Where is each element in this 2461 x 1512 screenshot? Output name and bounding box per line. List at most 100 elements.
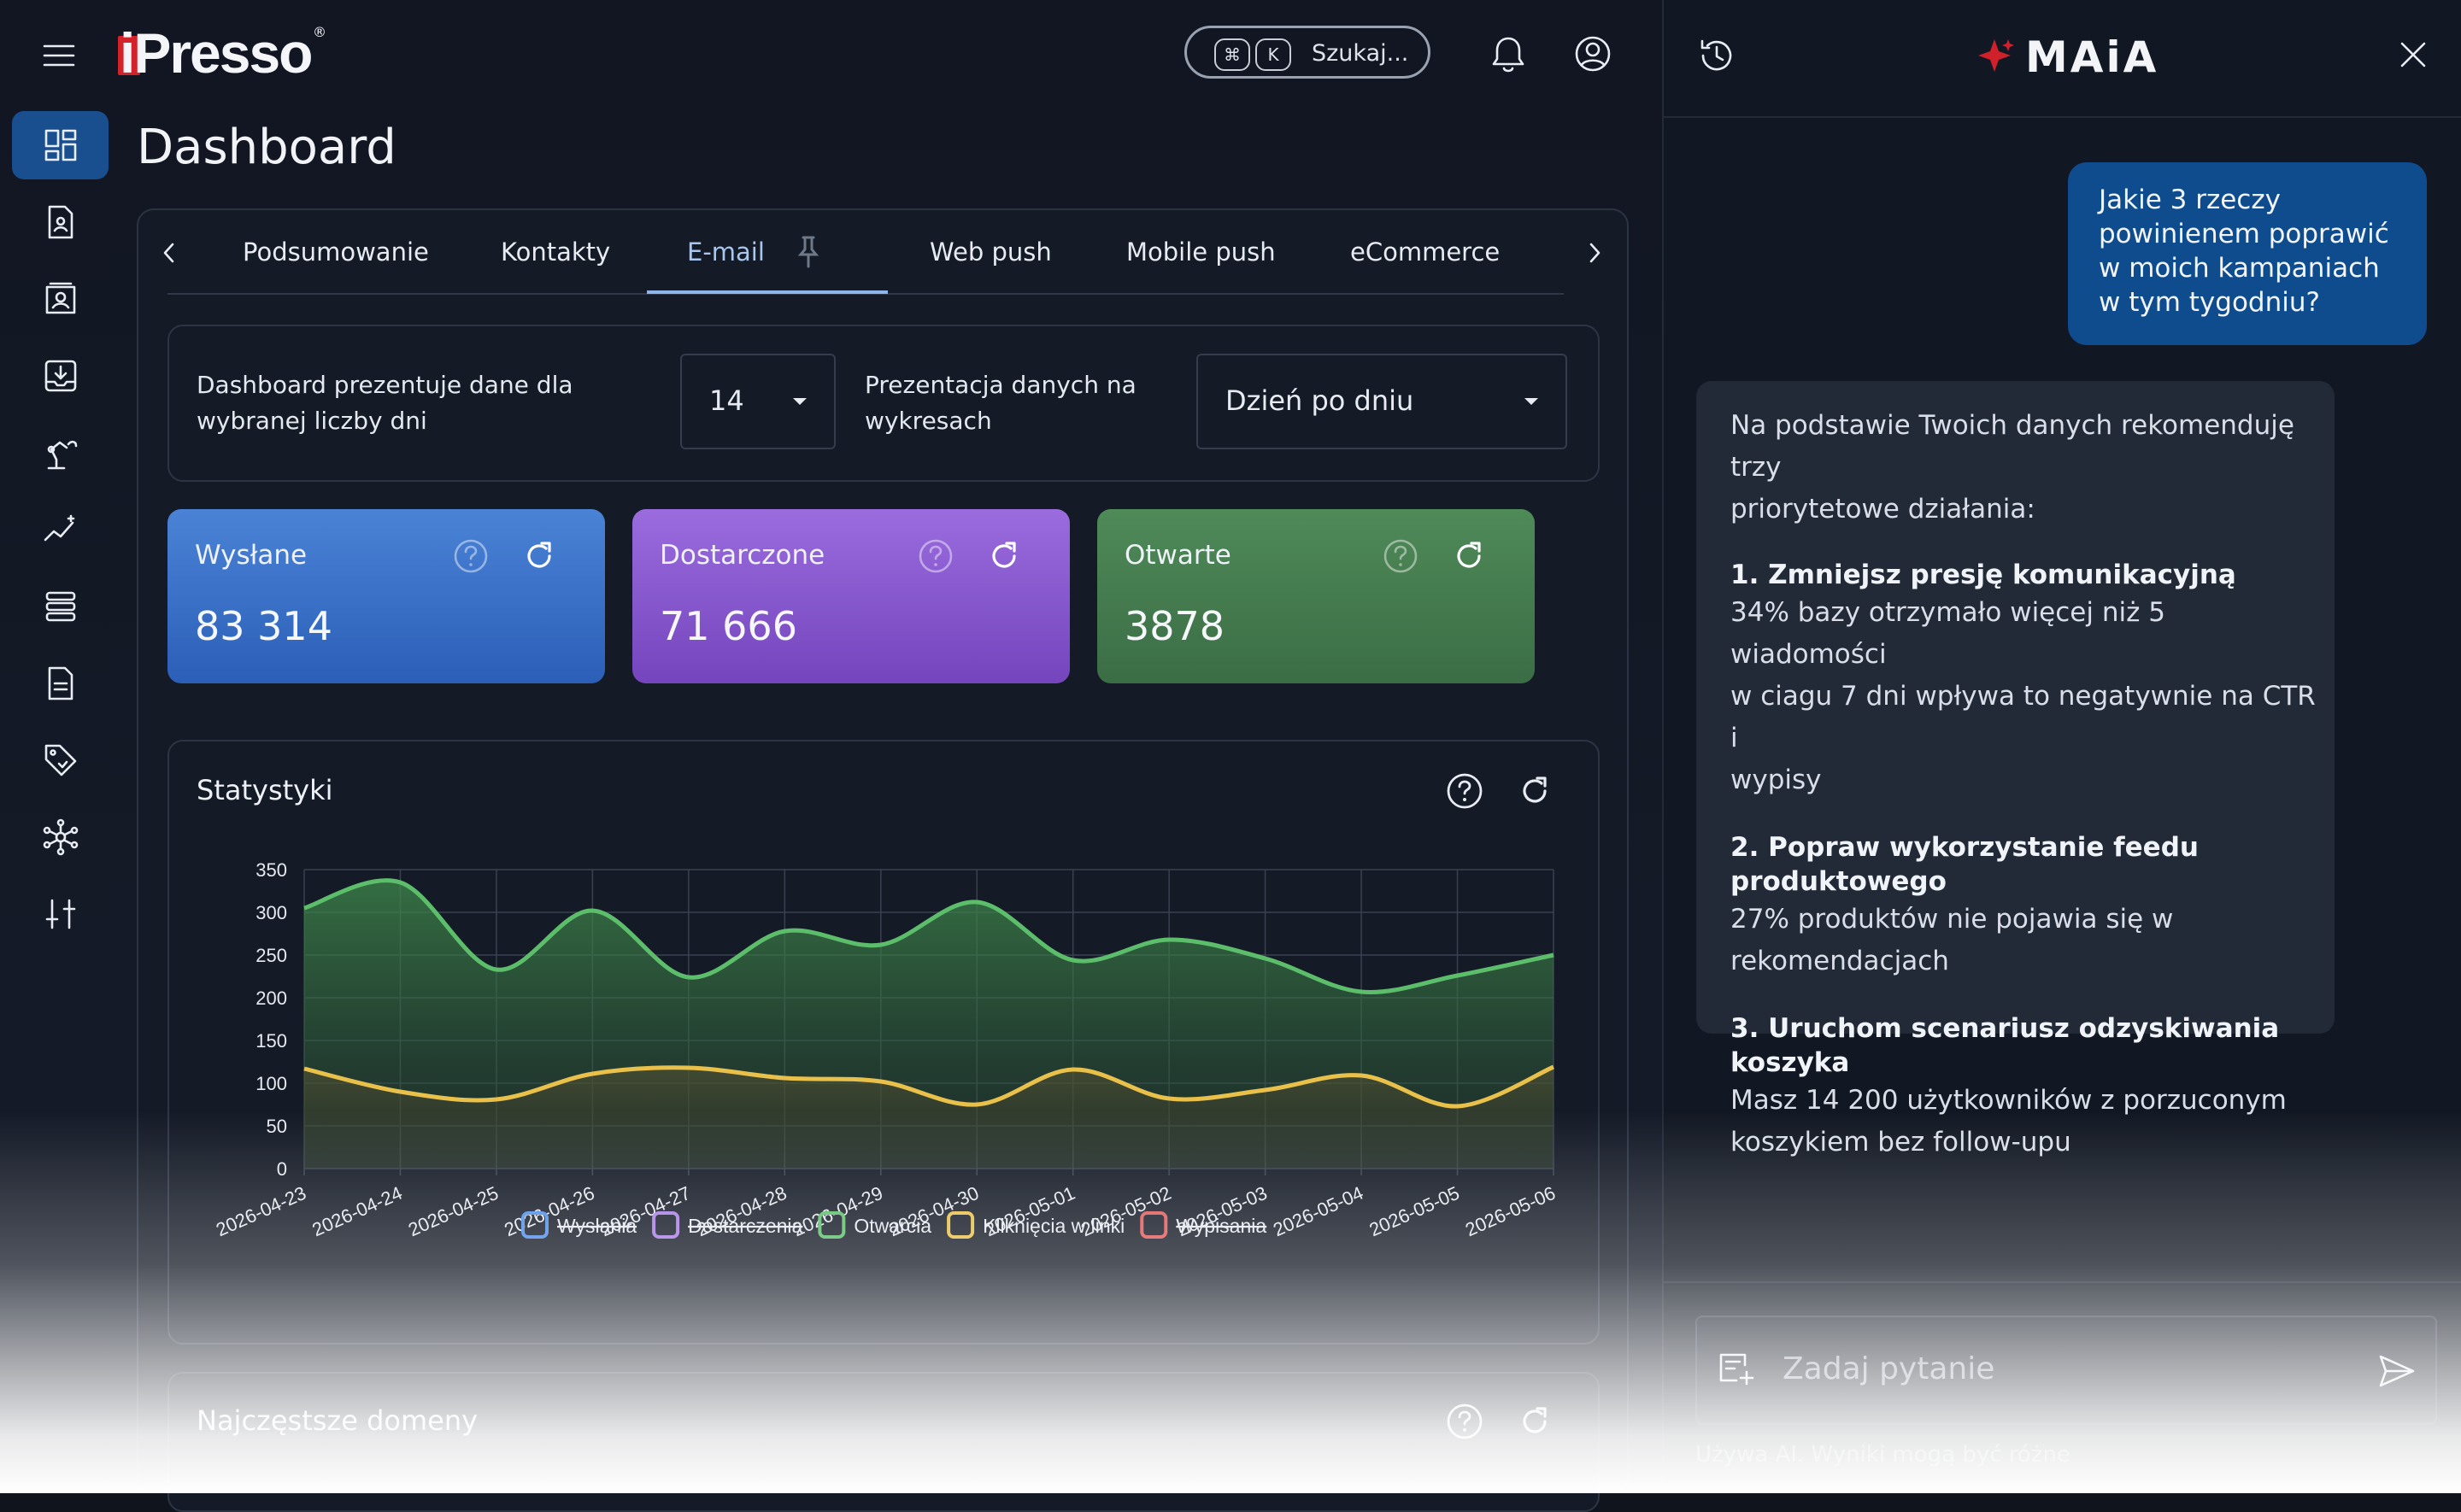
domains-card: Najczęstsze domeny [167,1372,1600,1512]
filters-box [167,325,1600,482]
sidebar-item-analytics[interactable] [12,495,109,564]
stats-title: Statystyki [197,774,333,806]
bell-icon[interactable] [1489,34,1527,75]
presentation-label-line1: Prezentacja danych na [865,371,1137,399]
user-message-line: powinienem poprawić [2099,219,2389,249]
help-icon[interactable] [453,538,489,574]
logo-mark [118,36,140,75]
refresh-icon[interactable] [1451,538,1487,574]
search-label: Szukaj... [1312,40,1409,67]
presentation-label-line2: wykresach [865,407,992,435]
legend-label: Otwarcia [854,1215,931,1237]
sidebar-item-reports[interactable] [12,649,109,718]
recommendation-title: 3. Uruchom scenariusz odzyskiwania koszy… [1730,1013,2280,1078]
sidebar-item-segments[interactable] [12,265,109,333]
recommendation-body: koszykiem bez follow-upu [1730,1127,2071,1157]
x-tick-label: 2026-05-04 [1270,1182,1366,1241]
sidebar-item-settings[interactable] [12,880,109,948]
legend-item[interactable]: Dostarczenia [652,1211,803,1239]
recommendation-body: rekomendacjach [1730,946,1949,976]
x-tick-label: 2026-05-06 [1462,1182,1559,1241]
kpi-value: 71 666 [660,603,797,649]
kpi-label: Dostarczone [660,540,825,571]
days-label-line2: wybranej liczby dni [197,407,427,435]
tag-heart-icon [44,744,76,777]
refresh-icon[interactable] [521,538,557,574]
y-tick-label: 300 [255,902,287,923]
kpi-value: 83 314 [195,603,332,649]
refresh-icon[interactable] [986,538,1022,574]
kbd-k-key: K [1255,38,1291,71]
tab-mobile-push[interactable]: Mobile push [1126,237,1276,267]
days-select[interactable]: 14 [680,354,836,449]
legend-item[interactable]: Kliknięcia w linki [947,1211,1125,1239]
legend-swatch [947,1211,975,1239]
series-line [303,878,1554,994]
close-icon[interactable] [2398,39,2429,70]
kpi-card-opened: Otwarte 3878 [1097,509,1535,683]
top-bar: iPresso ® ⌘ K Szukaj... [0,0,1662,111]
sidebar-item-loyalty[interactable] [12,726,109,794]
search-button[interactable]: ⌘ K Szukaj... [1184,26,1430,79]
document-icon [48,666,73,700]
series-line [303,1064,1554,1109]
y-tick-label: 250 [255,945,287,966]
user-account-icon[interactable] [1573,34,1612,73]
help-icon[interactable] [1383,538,1418,574]
sidebar-item-dashboard[interactable] [12,111,109,179]
days-label-line1: Dashboard prezentuje dane dla [197,371,573,399]
pin-icon[interactable] [796,234,820,270]
chat-input-placeholder: Zadaj pytanie [1783,1351,1995,1386]
prompt-library-icon[interactable] [1716,1350,1757,1389]
tabs-divider [167,293,1564,295]
legend-swatch [1140,1211,1168,1239]
help-icon[interactable] [918,538,954,574]
tabs-next-icon[interactable] [1584,239,1605,267]
menu-icon[interactable] [41,41,77,70]
history-icon[interactable] [1697,36,1736,75]
refresh-icon[interactable] [1516,772,1554,810]
sidebar [0,111,120,1493]
recommendation-body: w ciagu 7 dni wpływa to negatywnie na CT… [1730,681,2316,753]
database-icon [45,591,75,622]
recommendation-body: wypisy [1730,765,1822,795]
legend-label: Dostarczenia [688,1215,802,1237]
tabs-prev-icon[interactable] [159,239,179,267]
refresh-icon[interactable] [1516,1403,1554,1440]
tab-contacts[interactable]: Kontakty [501,237,611,267]
kpi-label: Wysłane [195,540,308,571]
sidebar-item-inbox[interactable] [12,342,109,410]
logo-registered: ® [313,24,326,40]
help-icon[interactable] [1446,772,1483,810]
legend-item[interactable]: Wypisania [1140,1211,1266,1239]
kbd-cmd-key: ⌘ [1214,38,1250,71]
sidebar-item-database[interactable] [12,572,109,641]
chat-input[interactable]: Zadaj pytanie [1695,1316,2437,1425]
sidebar-item-automation[interactable] [12,419,109,487]
send-icon[interactable] [2377,1353,2417,1389]
help-icon[interactable] [1446,1403,1483,1440]
user-message-line: w tym tygodniu? [2099,287,2320,318]
tab-email[interactable]: E-mail [687,237,765,267]
tab-web-push[interactable]: Web push [930,237,1052,267]
recommendation-body: 34% bazy otrzymało więcej niż 5 wiadomoś… [1730,597,2165,670]
domains-title: Najczęstsze domeny [197,1404,479,1437]
tab-ecommerce[interactable]: eCommerce [1350,237,1501,267]
presentation-select[interactable]: Dzień po dniu [1196,354,1567,449]
tab-summary[interactable]: Podsumowanie [243,237,429,267]
user-message-line: w moich kampaniach [2099,253,2380,284]
sidebar-item-contacts[interactable] [12,188,109,256]
logo-text: iPresso [120,21,313,85]
sparkle-chart-icon [44,514,74,542]
robot-arm-icon [47,440,77,470]
user-message-line: Jakie 3 rzeczy [2099,185,2281,215]
legend-label: Kliknięcia w linki [983,1215,1125,1237]
user-message-text: Jakie 3 rzeczy powinienem poprawić w moi… [2099,183,2389,319]
legend-label: Wysłania [557,1215,637,1237]
recommendation-body: 27% produktów nie pojawia się w [1730,904,2174,935]
dashboard-icon [44,129,76,161]
sliders-icon [45,899,75,929]
sidebar-item-integrations[interactable] [12,803,109,871]
contact-card-icon [48,205,73,239]
kpi-card-sent: Wysłane 83 314 [167,509,605,683]
